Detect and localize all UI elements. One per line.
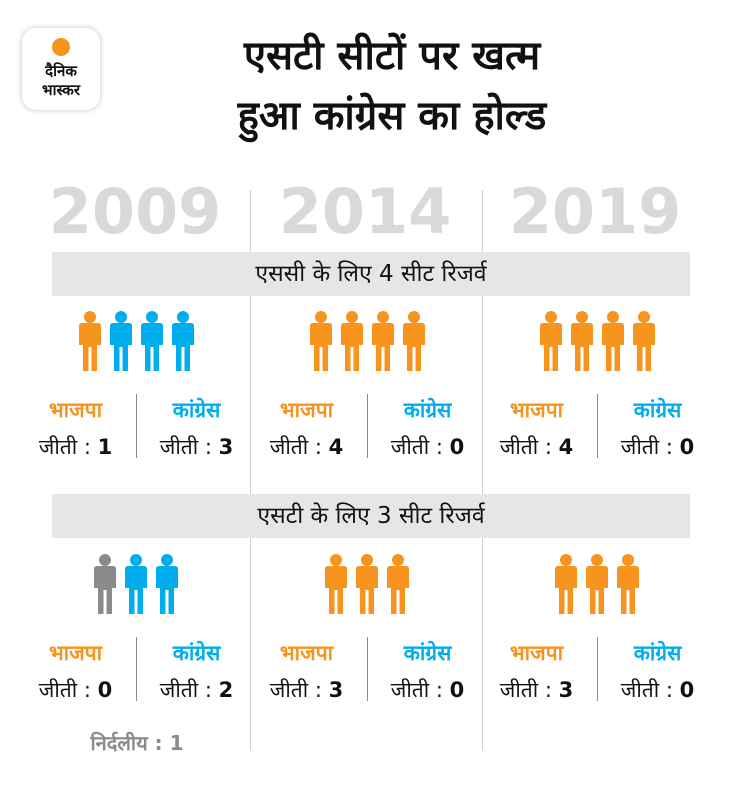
bjp-seat-icon (340, 311, 363, 371)
congress-label: कांग्रेस (172, 641, 221, 665)
year-2014: 2014 (278, 175, 452, 248)
result-separator (367, 394, 368, 458)
bjp-won-count: जीती : 0 (38, 678, 113, 702)
congress-seat-icon (125, 554, 147, 614)
congress-won-count: जीती : 0 (390, 435, 465, 459)
congress-won-count: जीती : 2 (159, 678, 234, 702)
brand-line-2: भास्कर (42, 81, 80, 99)
seat-figures (555, 554, 639, 614)
year-2009: 2009 (48, 175, 222, 248)
bjp-label: भाजपा (509, 398, 564, 422)
year-2019: 2019 (508, 175, 682, 248)
bjp-seat-icon (570, 311, 593, 371)
bjp-won-count: जीती : 3 (499, 678, 574, 702)
congress-label: कांग्रेस (403, 641, 452, 665)
independent-note: निर्दलीय : 1 (90, 731, 184, 755)
congress-seat-icon (171, 311, 194, 371)
bjp-seat-icon (539, 311, 562, 371)
result-separator (597, 394, 598, 458)
bjp-seat-icon (402, 311, 425, 371)
seat-figures (78, 311, 194, 371)
bjp-label: भाजपा (48, 398, 103, 422)
sun-icon (52, 38, 70, 56)
congress-won-count: जीती : 3 (159, 435, 234, 459)
bjp-label: भाजपा (48, 641, 103, 665)
column-divider-1 (250, 190, 251, 750)
result-separator (136, 637, 137, 701)
brand-logo: दैनिक भास्कर (22, 28, 100, 110)
seat-figures (539, 311, 655, 371)
page-title: एसटी सीटों पर खत्म हुआ कांग्रेस का होल्ड (112, 26, 672, 146)
bjp-seat-icon (309, 311, 332, 371)
bjp-won-count: जीती : 4 (499, 435, 574, 459)
congress-label: कांग्रेस (633, 641, 682, 665)
brand-line-1: दैनिक (45, 62, 77, 80)
sc-section-title: एससी के लिए 4 सीट रिजर्व (52, 252, 690, 296)
bjp-won-count: जीती : 1 (38, 435, 113, 459)
bjp-seat-icon (632, 311, 655, 371)
bjp-seat-icon (387, 554, 409, 614)
bjp-label: भाजपा (509, 641, 564, 665)
bjp-seat-icon (601, 311, 624, 371)
bjp-won-count: जीती : 4 (269, 435, 344, 459)
congress-label: कांग्रेस (403, 398, 452, 422)
bjp-seat-icon (586, 554, 608, 614)
seat-figures (94, 554, 178, 614)
result-separator (136, 394, 137, 458)
congress-seat-icon (156, 554, 178, 614)
bjp-seat-icon (356, 554, 378, 614)
seat-figures (325, 554, 409, 614)
title-line-1: एसटी सीटों पर खत्म (243, 33, 541, 79)
st-section-title: एसटी के लिए 3 सीट रिजर्व (52, 494, 690, 538)
bjp-seat-icon (617, 554, 639, 614)
result-separator (367, 637, 368, 701)
result-separator (597, 637, 598, 701)
congress-won-count: जीती : 0 (620, 678, 695, 702)
bjp-label: भाजपा (279, 398, 334, 422)
bjp-label: भाजपा (279, 641, 334, 665)
bjp-seat-icon (371, 311, 394, 371)
column-divider-2 (482, 190, 483, 750)
congress-seat-icon (109, 311, 132, 371)
seat-figures (309, 311, 425, 371)
congress-label: कांग्रेस (172, 398, 221, 422)
congress-seat-icon (140, 311, 163, 371)
bjp-seat-icon (78, 311, 101, 371)
bjp-won-count: जीती : 3 (269, 678, 344, 702)
bjp-seat-icon (325, 554, 347, 614)
congress-won-count: जीती : 0 (620, 435, 695, 459)
congress-won-count: जीती : 0 (390, 678, 465, 702)
congress-label: कांग्रेस (633, 398, 682, 422)
independent-seat-icon (94, 554, 116, 614)
title-line-2: हुआ कांग्रेस का होल्ड (237, 93, 547, 139)
bjp-seat-icon (555, 554, 577, 614)
